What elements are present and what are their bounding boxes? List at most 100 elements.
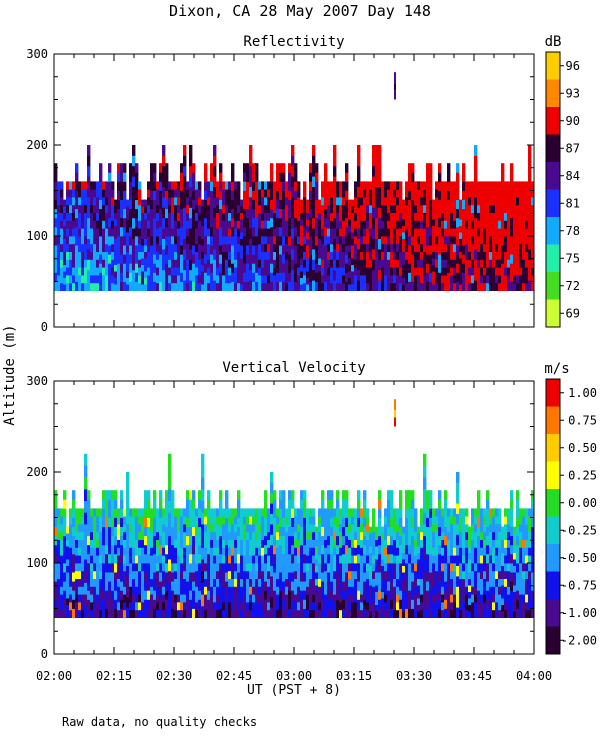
heatmap-cell [126,534,130,546]
heatmap-cell [342,535,346,546]
heatmap-cell [165,499,169,509]
heatmap-cell [117,245,121,255]
heatmap-cell [423,204,427,213]
heatmap-cell [309,226,313,237]
heatmap-cell [444,259,448,268]
heatmap-cell [306,219,310,226]
heatmap-cell [405,275,409,284]
heatmap-cell [291,217,295,229]
heatmap-cell [225,535,229,546]
heatmap-cell [144,599,148,609]
heatmap-cell [216,189,220,198]
heatmap-cell [492,602,496,611]
heatmap-cell [162,594,166,603]
heatmap-cell [108,172,112,182]
heatmap-cell [117,531,121,540]
heatmap-cell [360,586,364,595]
heatmap-cell [135,563,139,572]
heatmap-cell [345,581,349,591]
heatmap-cell [399,243,403,252]
heatmap-cell [489,578,493,587]
heatmap-cell [234,516,238,525]
heatmap-cell [450,508,454,517]
heatmap-cell [516,544,520,555]
heatmap-cell [66,282,70,291]
heatmap-cell [399,508,403,518]
heatmap-cell [372,176,376,187]
heatmap-cell [60,251,64,260]
heatmap-cell [516,251,520,260]
heatmap-cell [285,570,289,579]
heatmap-cell [417,212,421,221]
heatmap-cell [255,516,259,525]
heatmap-cell [180,531,184,540]
heatmap-cell [339,555,343,564]
heatmap-cell [105,181,109,190]
heatmap-cell [156,243,160,252]
heatmap-cell [129,508,133,517]
heatmap-cell [306,245,310,252]
heatmap-cell [108,544,112,555]
heatmap-cell [294,609,298,618]
heatmap-cell [486,499,490,509]
heatmap-cell [114,517,118,527]
heatmap-cell [321,259,325,268]
heatmap-cell [87,590,91,600]
heatmap-cell [402,232,406,239]
heatmap-cell [453,181,457,190]
heatmap-cell [510,199,514,210]
heatmap-cell [405,189,409,198]
heatmap-cell [480,267,484,276]
heatmap-cell [504,275,508,284]
heatmap-cell [159,208,163,219]
heatmap-cell [387,267,391,276]
heatmap-cell [378,572,382,582]
heatmap-cell [354,508,358,517]
heatmap-cell [408,490,412,500]
heatmap-cell [519,555,523,564]
heatmap-cell [411,599,415,609]
heatmap-cell [372,197,376,208]
heatmap-cell [384,275,388,284]
heatmap-cell [72,590,76,600]
heatmap-cell [342,259,346,268]
heatmap-cell [267,228,271,237]
heatmap-cell [78,181,82,190]
heatmap-cell [405,526,409,537]
heatmap-cell [81,189,85,198]
heatmap-cell [507,563,511,572]
heatmap-cell [438,226,442,237]
heatmap-cell [489,189,493,198]
heatmap-cell [231,555,235,564]
heatmap-cell [183,602,187,611]
heatmap-cell [510,572,514,582]
heatmap-cell [123,254,127,264]
heatmap-cell [186,508,190,518]
heatmap-cell [111,490,115,500]
heatmap-cell [246,190,250,200]
heatmap-cell [501,281,505,291]
heatmap-cell [156,609,160,618]
heatmap-cell [348,609,352,618]
heatmap-cell [309,578,313,587]
heatmap-cell [384,547,388,556]
heatmap-cell [87,563,91,573]
heatmap-cell [207,490,211,500]
heatmap-cell [426,490,430,500]
heatmap-cell [345,490,349,500]
heatmap-cell [405,553,409,564]
heatmap-cell [219,208,223,219]
heatmap-cell [375,259,379,271]
heatmap-cell [282,181,286,191]
heatmap-cell [87,176,91,187]
heatmap-cell [228,282,232,291]
heatmap-cell [54,272,58,282]
heatmap-cell [450,547,454,556]
heatmap-cell [195,547,199,556]
heatmap-cell [525,251,529,260]
heatmap-cell [258,282,262,291]
heatmap-cell [261,259,265,268]
heatmap-cell [420,251,424,260]
heatmap-cell [132,207,136,219]
heatmap-cell [258,189,262,198]
